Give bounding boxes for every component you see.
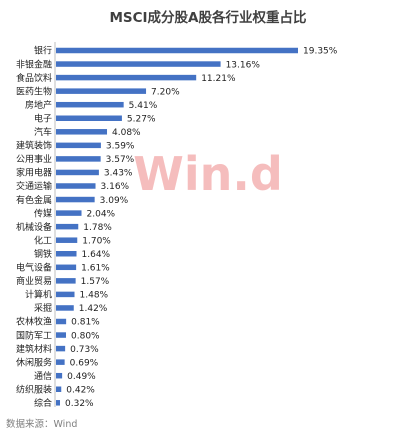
category-label: 食品饮料 <box>16 72 52 84</box>
bar <box>56 345 66 352</box>
chart-title: MSCI成分股A股各行业权重占比 <box>109 9 306 26</box>
bar <box>56 47 298 54</box>
value-label: 1.61% <box>81 264 110 274</box>
category-label: 农林牧渔 <box>16 316 52 328</box>
category-label: 采掘 <box>34 302 52 314</box>
bar <box>56 115 122 121</box>
value-label: 0.73% <box>70 345 99 355</box>
category-label: 电子 <box>34 112 52 124</box>
bar <box>56 278 76 284</box>
category-label: 纺织服装 <box>16 383 52 395</box>
value-label: 1.42% <box>79 304 108 314</box>
value-label: 1.78% <box>83 223 112 233</box>
category-label: 交通运输 <box>16 180 52 192</box>
value-label: 1.48% <box>80 291 109 301</box>
value-label: 7.20% <box>151 87 180 97</box>
bar <box>56 223 79 230</box>
category-label: 国防军工 <box>16 329 52 341</box>
category-label: 机械设备 <box>16 221 52 233</box>
value-label: 2.04% <box>87 209 116 219</box>
value-label: 5.41% <box>129 101 158 111</box>
bar <box>56 101 124 108</box>
value-label: 0.80% <box>71 331 100 341</box>
watermark: Win.d <box>133 147 283 201</box>
bar <box>56 169 99 176</box>
bar <box>56 142 101 149</box>
value-label: 3.43% <box>104 169 133 179</box>
category-label: 非银金融 <box>16 58 52 70</box>
bar <box>56 210 82 216</box>
bar <box>56 386 62 392</box>
category-label: 公用事业 <box>16 153 52 165</box>
value-label: 5.27% <box>127 114 156 124</box>
category-label: 化工 <box>34 234 52 246</box>
bar <box>56 251 77 257</box>
value-label: 1.57% <box>81 277 110 287</box>
bar <box>56 400 61 406</box>
value-label: 0.42% <box>66 385 95 395</box>
category-label: 房地产 <box>25 99 52 111</box>
bar <box>56 305 74 311</box>
category-label: 汽车 <box>34 126 52 138</box>
category-label: 电气设备 <box>16 262 52 274</box>
value-label: 0.32% <box>65 399 94 409</box>
category-label: 有色金属 <box>16 194 52 206</box>
value-label: 3.57% <box>106 155 135 165</box>
bar <box>56 129 108 135</box>
category-label: 通信 <box>34 370 52 382</box>
bar <box>56 291 75 298</box>
value-label: 13.16% <box>226 60 261 70</box>
bar <box>56 264 77 271</box>
bar <box>56 372 63 379</box>
category-label: 计算机 <box>25 289 52 301</box>
value-label: 3.16% <box>101 182 130 192</box>
value-label: 19.35% <box>303 47 338 57</box>
category-label: 建筑材料 <box>16 343 52 355</box>
bar <box>56 332 67 338</box>
bar <box>56 88 147 94</box>
bar <box>56 156 101 162</box>
category-label: 综合 <box>34 397 52 409</box>
bar <box>56 183 96 189</box>
value-label: 11.21% <box>201 74 236 84</box>
bar <box>56 318 67 325</box>
bar <box>56 74 197 81</box>
category-label: 银行 <box>34 45 52 57</box>
category-label: 传媒 <box>34 207 52 219</box>
bar <box>56 237 78 243</box>
value-label: 3.09% <box>100 196 129 206</box>
category-label: 建筑装饰 <box>16 140 52 152</box>
value-label: 0.81% <box>71 318 100 328</box>
category-label: 医药生物 <box>16 85 52 97</box>
category-label: 休闲服务 <box>16 356 52 368</box>
value-label: 1.64% <box>82 250 111 260</box>
bar <box>56 359 65 365</box>
value-label: 1.70% <box>82 236 111 246</box>
bar <box>56 196 95 203</box>
source-note: 数据来源：Wind <box>6 419 78 430</box>
value-label: 3.59% <box>106 142 135 152</box>
value-label: 0.49% <box>67 372 96 382</box>
category-label: 钢铁 <box>34 248 52 260</box>
category-label: 商业贸易 <box>16 275 52 287</box>
category-label: 家用电器 <box>16 167 52 179</box>
bar <box>56 61 221 67</box>
value-label: 4.08% <box>112 128 141 138</box>
bars-layer: 银行 19.35% 非银金融 13.16% 食品饮料 11.21% 医药生物 7.20% 房地产… <box>16 45 338 409</box>
value-label: 0.69% <box>70 358 99 368</box>
